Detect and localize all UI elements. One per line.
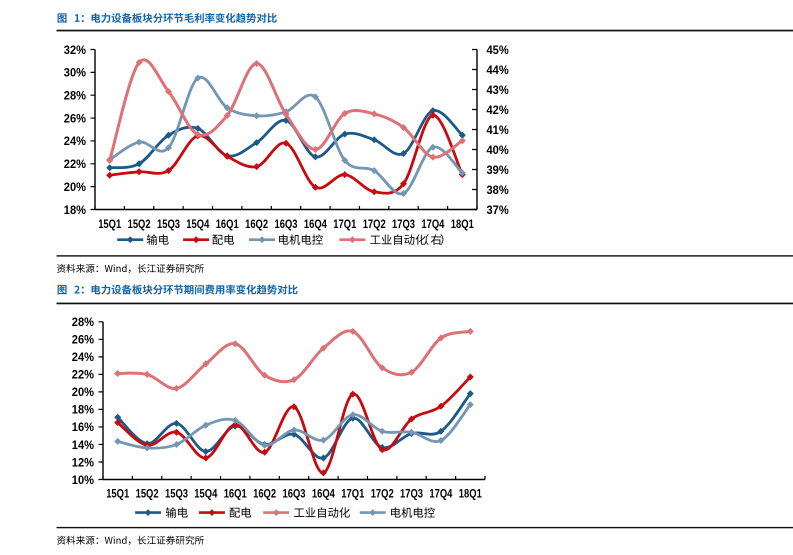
svg-text:12%: 12% [72, 455, 94, 469]
svg-text:22%: 22% [64, 157, 86, 171]
svg-text:16Q1: 16Q1 [224, 487, 247, 501]
svg-text:16Q1: 16Q1 [216, 217, 239, 231]
svg-text:20%: 20% [64, 180, 86, 194]
svg-text:28%: 28% [64, 89, 86, 103]
svg-text:17Q2: 17Q2 [363, 217, 386, 231]
svg-text:26%: 26% [72, 333, 94, 347]
svg-text:17Q3: 17Q3 [392, 217, 415, 231]
svg-text:24%: 24% [64, 134, 86, 148]
svg-text:17Q1: 17Q1 [333, 217, 356, 231]
svg-text:10%: 10% [72, 473, 94, 487]
svg-text:15Q2: 15Q2 [136, 487, 159, 501]
svg-text:44%: 44% [487, 63, 509, 77]
svg-text:17Q1: 17Q1 [341, 487, 364, 501]
svg-text:41%: 41% [487, 123, 509, 137]
svg-text:28%: 28% [72, 315, 94, 329]
svg-text:40%: 40% [487, 143, 509, 157]
svg-text:42%: 42% [487, 103, 509, 117]
svg-text:18%: 18% [72, 403, 94, 417]
svg-text:15Q4: 15Q4 [194, 487, 217, 501]
svg-text:17Q4: 17Q4 [421, 217, 444, 231]
svg-text:18Q1: 18Q1 [459, 487, 482, 501]
svg-text:20%: 20% [72, 385, 94, 399]
svg-text:16Q4: 16Q4 [304, 217, 327, 231]
svg-text:16%: 16% [72, 420, 94, 434]
svg-text:22%: 22% [72, 368, 94, 382]
svg-text:16Q2: 16Q2 [245, 217, 268, 231]
svg-text:30%: 30% [64, 66, 86, 80]
svg-text:15Q1: 15Q1 [106, 487, 129, 501]
svg-text:32%: 32% [64, 43, 86, 57]
svg-text:39%: 39% [487, 163, 509, 177]
svg-text:15Q2: 15Q2 [128, 217, 151, 231]
svg-text:16Q3: 16Q3 [283, 487, 306, 501]
svg-text:17Q2: 17Q2 [371, 487, 394, 501]
svg-text:14%: 14% [72, 438, 94, 452]
svg-text:45%: 45% [487, 43, 509, 57]
svg-text:15Q3: 15Q3 [157, 217, 180, 231]
svg-text:43%: 43% [487, 83, 509, 97]
svg-text:38%: 38% [487, 183, 509, 197]
svg-text:17Q3: 17Q3 [400, 487, 423, 501]
svg-text:15Q4: 15Q4 [186, 217, 209, 231]
svg-text:18%: 18% [64, 203, 86, 217]
svg-text:24%: 24% [72, 350, 94, 364]
svg-text:15Q1: 15Q1 [98, 217, 121, 231]
svg-text:15Q3: 15Q3 [165, 487, 188, 501]
svg-text:26%: 26% [64, 111, 86, 125]
svg-text:16Q2: 16Q2 [253, 487, 276, 501]
svg-text:18Q1: 18Q1 [451, 217, 474, 231]
svg-text:17Q4: 17Q4 [429, 487, 452, 501]
svg-text:16Q3: 16Q3 [275, 217, 298, 231]
svg-text:16Q4: 16Q4 [312, 487, 335, 501]
svg-text:37%: 37% [487, 203, 509, 217]
